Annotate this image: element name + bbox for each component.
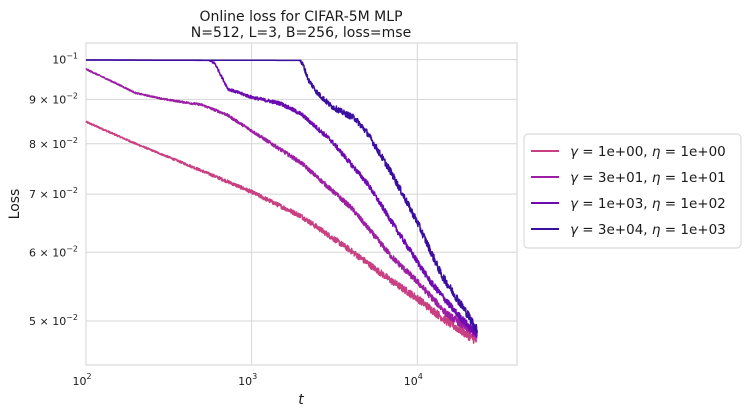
y-tick-base: 10 (52, 138, 66, 151)
legend-gamma-symbol: γ (570, 196, 579, 212)
y-tick-exp: −2 (66, 313, 78, 322)
y-tick-mult: 8 × (29, 138, 52, 151)
y-tick-exp: −2 (66, 186, 78, 195)
legend-eq: = (660, 144, 680, 160)
y-tick-exp: −1 (66, 52, 78, 61)
y-tick-mult: 6 × (29, 246, 52, 259)
y-tick-exp: −2 (66, 136, 78, 145)
y-tick-label: 6 × 10−2 (29, 244, 78, 259)
legend-eta-value: 1e+03 (680, 222, 725, 238)
x-tick-exp: 3 (252, 372, 257, 381)
legend-eta-value: 1e+02 (680, 196, 725, 212)
y-tick-base: 10 (52, 93, 66, 106)
legend-sep: , (643, 222, 652, 238)
y-tick-exp: −2 (66, 244, 78, 253)
x-tick-exp: 2 (86, 372, 91, 381)
x-tick-exp: 4 (418, 372, 423, 381)
legend-label: γ = 1e+00, η = 1e+00 (570, 144, 726, 160)
x-tick-label: 102 (72, 372, 91, 388)
x-tick-label: 104 (404, 372, 423, 388)
legend-eta-value: 1e+00 (680, 144, 725, 160)
chart-title: Online loss for CIFAR-5M MLP (199, 9, 402, 25)
legend-sep: , (643, 144, 652, 160)
y-tick-label: 9 × 10−2 (29, 91, 78, 106)
y-tick-mult: 9 × (29, 93, 52, 106)
series-line-1 (85, 120, 478, 344)
series-layer (85, 59, 478, 344)
x-tick-base: 10 (404, 375, 418, 388)
x-tick-base: 10 (238, 375, 252, 388)
x-tick-label: 103 (238, 372, 257, 388)
legend-gamma-symbol: γ (570, 222, 579, 238)
legend-eta-value: 1e+01 (680, 170, 725, 186)
legend-gamma-value: 1e+00 (598, 144, 643, 160)
y-axis-label: Loss (7, 189, 23, 220)
series-line-2 (85, 68, 478, 338)
y-tick-exp: −2 (66, 91, 78, 100)
legend-gamma-value: 3e+04 (598, 222, 643, 238)
legend-gamma-value: 1e+03 (598, 196, 643, 212)
legend-label: γ = 1e+03, η = 1e+02 (570, 196, 726, 212)
legend-sep: , (643, 170, 652, 186)
legend-eq: = (660, 170, 680, 186)
x-tick-base: 10 (72, 375, 86, 388)
legend-eq: = (660, 222, 680, 238)
y-tick-base: 10 (52, 315, 66, 328)
legend-eta-symbol: η (652, 170, 661, 186)
legend: γ = 1e+00, η = 1e+00γ = 3e+01, η = 1e+01… (523, 133, 742, 249)
y-tick-mult: 5 × (29, 315, 52, 328)
y-tick-base: 10 (52, 54, 66, 67)
legend-eta-symbol: η (652, 144, 661, 160)
legend-eq: = (578, 222, 598, 238)
legend-gamma-symbol: γ (570, 144, 579, 160)
y-tick-mult: 7 × (29, 188, 52, 201)
series-line-4 (85, 59, 478, 335)
legend-gamma-value: 3e+01 (598, 170, 643, 186)
legend-eq: = (660, 196, 680, 212)
x-axis-label: t (298, 392, 304, 408)
legend-gamma-symbol: γ (570, 170, 579, 186)
y-tick-label: 8 × 10−2 (29, 136, 78, 151)
legend-eta-symbol: η (652, 196, 661, 212)
y-tick-label: 10−1 (52, 52, 78, 67)
legend-sep: , (643, 196, 652, 212)
legend-box (523, 133, 742, 249)
legend-eq: = (578, 144, 598, 160)
y-tick-base: 10 (52, 188, 66, 201)
chart-subtitle: N=512, L=3, B=256, loss=mse (191, 25, 411, 41)
legend-eq: = (578, 170, 598, 186)
legend-eta-symbol: η (652, 222, 661, 238)
legend-label: γ = 3e+01, η = 1e+01 (570, 170, 726, 186)
y-tick-base: 10 (52, 246, 66, 259)
legend-label: γ = 3e+04, η = 1e+03 (570, 222, 726, 238)
legend-eq: = (578, 196, 598, 212)
y-tick-label: 5 × 10−2 (29, 313, 78, 328)
y-tick-label: 7 × 10−2 (29, 186, 78, 201)
